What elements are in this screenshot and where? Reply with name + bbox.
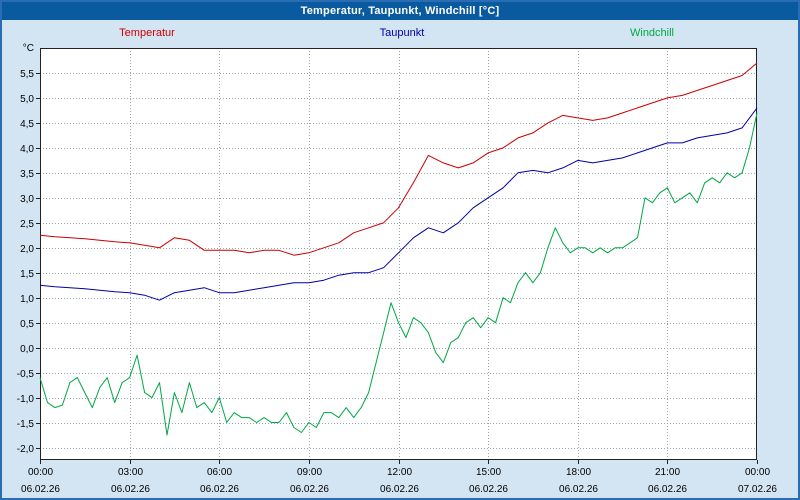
x-tick-date: 06.02.26	[21, 484, 60, 495]
y-tick-label: -1,5	[17, 419, 35, 430]
x-tick-date: 06.02.26	[111, 484, 150, 495]
y-tick-label: 2,0	[20, 244, 34, 255]
y-axis-unit: °C	[23, 43, 34, 54]
y-tick-label: 1,5	[20, 269, 34, 280]
x-tick-date: 06.02.26	[290, 484, 329, 495]
x-tick-time: 12:00	[387, 467, 412, 478]
x-tick-time: 15:00	[476, 467, 501, 478]
series-line-taupunkt	[39, 107, 758, 301]
x-tick-date: 07.02.26	[738, 484, 777, 495]
x-tick-date: 06.02.26	[380, 484, 419, 495]
y-tick-label: 5,5	[20, 69, 34, 80]
x-tick-time: 03:00	[118, 467, 143, 478]
y-tick-label: 0,0	[20, 344, 34, 355]
y-tick-label: -2,0	[17, 444, 35, 455]
y-tick-label: 4,0	[20, 144, 34, 155]
y-tick-label: -0,5	[17, 369, 35, 380]
chart-title: Temperatur, Taupunkt, Windchill [°C]	[2, 2, 798, 20]
y-tick-label: 3,0	[20, 194, 34, 205]
x-tick-date: 06.02.26	[200, 484, 239, 495]
x-tick-time: 18:00	[566, 467, 591, 478]
x-tick-time: 09:00	[297, 467, 322, 478]
legend-temperatur: Temperatur	[119, 27, 175, 39]
plot-frame	[40, 48, 757, 460]
x-tick-time: 00:00	[745, 467, 770, 478]
x-tick-time: 00:00	[28, 467, 53, 478]
y-tick-label: 3,5	[20, 169, 34, 180]
plot-area	[40, 48, 757, 460]
y-tick-label: 5,0	[20, 94, 34, 105]
y-tick-label: 1,0	[20, 294, 34, 305]
y-tick-label: 0,5	[20, 319, 34, 330]
legend-taupunkt: Taupunkt	[379, 27, 425, 39]
x-tick-time: 06:00	[207, 467, 232, 478]
x-tick-date: 06.02.26	[559, 484, 598, 495]
y-tick-label: 4,5	[20, 119, 34, 130]
legend-windchill: Windchill	[629, 27, 675, 39]
y-tick-label: -1,0	[17, 394, 35, 405]
series-line-temperatur	[39, 62, 758, 256]
x-tick-date: 06.02.26	[648, 484, 687, 495]
x-tick-time: 21:00	[655, 467, 680, 478]
x-tick-date: 06.02.26	[469, 484, 508, 495]
y-tick-label: 2,5	[20, 219, 34, 230]
series-line-windchill	[39, 112, 758, 436]
